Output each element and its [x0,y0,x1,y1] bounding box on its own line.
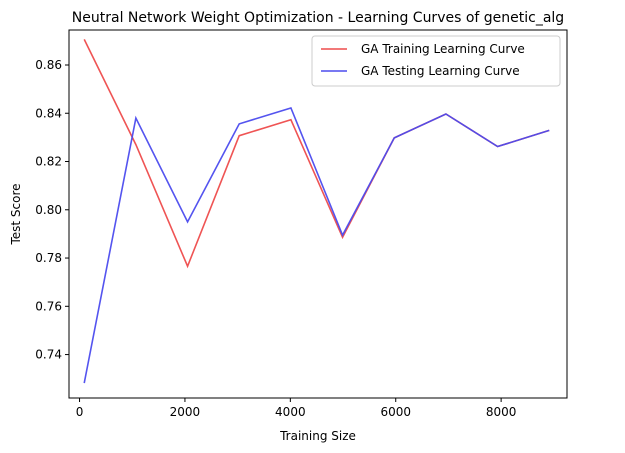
series-line-testing [83,106,550,384]
legend-label-testing: GA Testing Learning Curve [361,64,520,78]
x-tick-label: 8000 [486,405,517,419]
x-tick-label: 6000 [380,405,411,419]
legend: GA Training Learning Curve GA Testing Le… [311,35,561,87]
y-axis-label: Test Score [9,183,23,245]
y-tick-label: 0.84 [35,106,62,120]
legend-label-training: GA Training Learning Curve [361,42,525,56]
plot-area-frame [68,29,568,399]
x-axis-label: Training Size [279,429,356,443]
y-tick-label: 0.76 [35,299,62,313]
legend-box [311,35,561,87]
x-axis: 0 2000 4000 6000 8000 [76,398,517,419]
y-tick-label: 0.78 [35,251,62,265]
x-tick-label: 0 [76,405,84,419]
y-tick-label: 0.82 [35,155,62,169]
series-lines [83,39,550,384]
y-tick-label: 0.74 [35,348,62,362]
y-tick-label: 0.80 [35,203,62,217]
x-tick-label: 4000 [275,405,306,419]
chart-title: Neutral Network Weight Optimization - Le… [72,10,564,26]
y-axis: 0.74 0.76 0.78 0.80 0.82 0.84 0.86 [35,58,69,362]
x-tick-label: 2000 [170,405,201,419]
y-tick-label: 0.86 [35,58,62,72]
